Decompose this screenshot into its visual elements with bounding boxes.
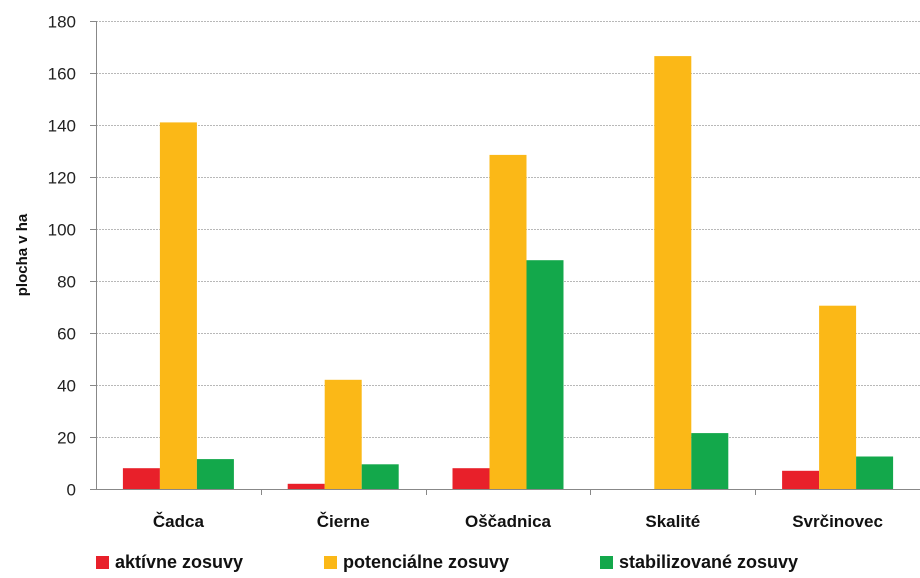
legend: aktívne zosuvy potenciálne zosuvy stabil…	[0, 552, 920, 578]
y-tick-label: 100	[48, 221, 76, 240]
bar	[324, 379, 362, 489]
legend-item-aktivne: aktívne zosuvy	[96, 552, 243, 573]
x-tick-label: Skalité	[645, 512, 700, 531]
legend-item-stabilizovane: stabilizované zosuvy	[600, 552, 798, 573]
legend-label-stabilizovane: stabilizované zosuvy	[619, 552, 799, 572]
bar	[526, 260, 564, 489]
y-tick-label: 0	[67, 481, 76, 500]
bar	[287, 483, 325, 489]
y-tick-label: 160	[48, 65, 76, 84]
bar	[691, 433, 729, 489]
bar	[361, 464, 399, 489]
legend-item-potencialne: potenciálne zosuvy	[324, 552, 509, 573]
bar	[654, 56, 692, 489]
bar	[819, 305, 857, 489]
y-tick-label: 60	[57, 325, 76, 344]
y-tick-label: 40	[57, 377, 76, 396]
x-tick-labels: Čadca Čierne Oščadnica Skalité Svrčinovec	[153, 512, 883, 531]
bars	[122, 56, 894, 490]
y-tick-labels: 0 20 40 60 80 100 120 140 160 180	[48, 13, 76, 500]
legend-label-aktivne: aktívne zosuvy	[115, 552, 244, 572]
bar	[122, 468, 160, 489]
y-tick-label: 120	[48, 169, 76, 188]
bar	[782, 470, 820, 489]
legend-label-potencialne: potenciálne zosuvy	[343, 552, 510, 572]
bar	[489, 154, 527, 489]
x-tick-label: Čadca	[153, 512, 205, 531]
x-tick-label: Oščadnica	[465, 512, 552, 531]
y-tick-label: 20	[57, 429, 76, 448]
y-tick-label: 80	[57, 273, 76, 292]
bar	[452, 468, 490, 489]
bar-chart: 0 20 40 60 80 100 120 140 160 180 Čadca Čierne Ošča…	[14, 13, 920, 531]
y-tick-label: 140	[48, 117, 76, 136]
y-tick-label: 180	[48, 13, 76, 32]
axes	[90, 21, 920, 495]
y-axis-title: plocha v ha	[14, 213, 31, 296]
x-tick-label: Čierne	[317, 512, 370, 531]
x-tick-label: Svrčinovec	[792, 512, 883, 531]
legend-swatch-aktivne	[96, 556, 109, 569]
legend-swatch-stabilizovane	[600, 556, 613, 569]
bar	[856, 456, 894, 489]
bar	[159, 122, 197, 490]
legend-swatch-potencialne	[324, 556, 337, 569]
bar	[196, 459, 234, 489]
